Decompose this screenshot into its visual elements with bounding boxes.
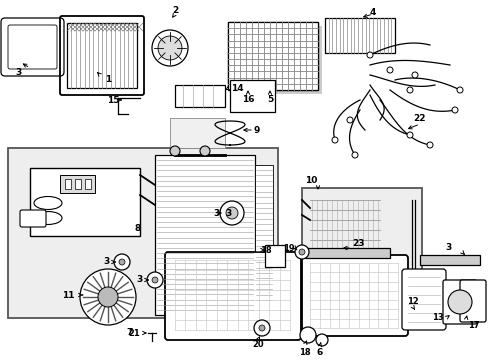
Bar	[75, 179, 81, 189]
Circle shape	[259, 325, 264, 331]
FancyBboxPatch shape	[8, 25, 57, 69]
Circle shape	[451, 107, 457, 113]
Circle shape	[346, 117, 352, 123]
Circle shape	[447, 290, 471, 314]
Circle shape	[225, 207, 238, 219]
Circle shape	[152, 30, 187, 66]
Bar	[264, 245, 285, 267]
Bar	[305, 248, 389, 258]
Text: 17: 17	[467, 320, 479, 329]
Circle shape	[456, 87, 462, 93]
Bar	[155, 155, 254, 315]
Bar	[175, 85, 224, 107]
Text: 9: 9	[253, 126, 260, 135]
Text: 23: 23	[351, 239, 364, 248]
Bar	[170, 118, 224, 148]
Bar	[231, 26, 321, 94]
Text: 2: 2	[171, 5, 178, 14]
Circle shape	[294, 245, 308, 259]
FancyBboxPatch shape	[459, 280, 485, 322]
Text: 19: 19	[283, 243, 294, 252]
Circle shape	[406, 87, 412, 93]
Text: 6: 6	[316, 348, 323, 357]
Circle shape	[366, 52, 372, 58]
Circle shape	[80, 269, 136, 325]
Circle shape	[386, 67, 392, 73]
Text: 15: 15	[107, 95, 120, 104]
Text: 20: 20	[252, 340, 263, 349]
Ellipse shape	[34, 212, 62, 225]
Bar	[325, 18, 394, 53]
Text: 22: 22	[413, 113, 426, 122]
Bar	[65, 179, 71, 189]
Text: 18: 18	[260, 246, 271, 255]
Circle shape	[114, 254, 130, 270]
Circle shape	[98, 287, 118, 307]
Bar	[30, 168, 140, 236]
FancyBboxPatch shape	[302, 255, 407, 336]
FancyBboxPatch shape	[20, 210, 46, 227]
Text: 4: 4	[369, 8, 375, 17]
Text: 3: 3	[137, 275, 142, 284]
Circle shape	[170, 146, 180, 156]
FancyBboxPatch shape	[401, 269, 445, 330]
Text: 13: 13	[431, 314, 443, 323]
Text: 3: 3	[15, 68, 21, 77]
Bar	[229, 80, 274, 112]
Text: 3: 3	[213, 208, 220, 217]
FancyBboxPatch shape	[442, 280, 476, 324]
Text: 18: 18	[299, 348, 310, 357]
Text: 12: 12	[407, 297, 418, 306]
FancyBboxPatch shape	[1, 18, 64, 76]
FancyBboxPatch shape	[164, 252, 301, 340]
Text: 5: 5	[266, 95, 273, 104]
Text: 3: 3	[444, 243, 450, 252]
Circle shape	[351, 152, 357, 158]
Circle shape	[253, 320, 269, 336]
Circle shape	[411, 72, 417, 78]
Circle shape	[299, 327, 315, 343]
Bar	[85, 179, 91, 189]
Bar	[60, 175, 95, 193]
Bar	[302, 188, 421, 326]
Bar	[227, 22, 317, 90]
Text: 8: 8	[135, 224, 141, 233]
Bar	[254, 165, 272, 305]
Text: 21: 21	[128, 328, 140, 338]
Circle shape	[298, 249, 305, 255]
Bar	[227, 22, 317, 90]
Text: 16: 16	[241, 95, 254, 104]
Bar	[67, 23, 137, 88]
Bar	[8, 148, 278, 318]
Text: 3: 3	[103, 257, 110, 266]
Circle shape	[331, 137, 337, 143]
Circle shape	[152, 277, 158, 283]
Bar	[419, 255, 479, 265]
Circle shape	[200, 146, 209, 156]
Text: 7: 7	[126, 328, 133, 337]
Text: 10: 10	[305, 176, 317, 185]
Ellipse shape	[34, 197, 62, 210]
Text: 11: 11	[62, 291, 75, 300]
Circle shape	[426, 142, 432, 148]
Circle shape	[220, 201, 244, 225]
Circle shape	[119, 259, 125, 265]
Circle shape	[406, 132, 412, 138]
Circle shape	[315, 334, 327, 346]
Text: 3: 3	[225, 208, 231, 217]
Circle shape	[158, 36, 182, 60]
Text: 1: 1	[104, 75, 111, 84]
Circle shape	[147, 272, 163, 288]
Text: 14: 14	[230, 84, 243, 93]
